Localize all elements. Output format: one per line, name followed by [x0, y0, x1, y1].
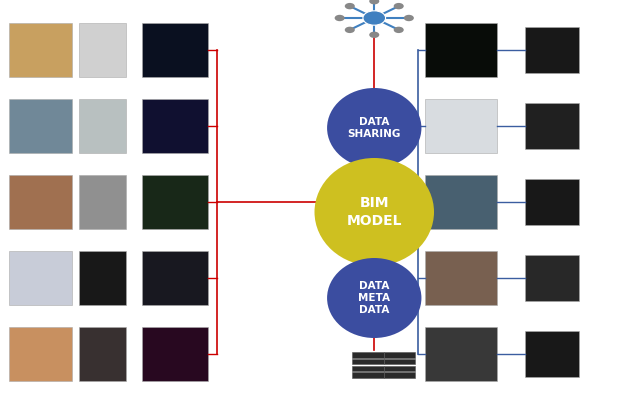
- Bar: [352, 372, 384, 378]
- Bar: [142, 251, 208, 305]
- Bar: [425, 175, 497, 229]
- Bar: [352, 366, 384, 371]
- Circle shape: [369, 32, 379, 38]
- Circle shape: [404, 15, 414, 21]
- Text: DATA
SHARING: DATA SHARING: [348, 117, 401, 139]
- Bar: [384, 359, 415, 364]
- Bar: [9, 23, 72, 77]
- Bar: [525, 255, 579, 301]
- Bar: [352, 352, 384, 358]
- Bar: [79, 175, 126, 229]
- Bar: [142, 99, 208, 153]
- Text: DATA
META
DATA: DATA META DATA: [359, 281, 390, 315]
- Bar: [79, 327, 126, 381]
- Bar: [142, 327, 208, 381]
- Bar: [425, 327, 497, 381]
- Bar: [79, 99, 126, 153]
- Bar: [9, 175, 72, 229]
- Circle shape: [369, 0, 379, 4]
- Circle shape: [394, 3, 404, 9]
- Bar: [425, 251, 497, 305]
- Circle shape: [345, 3, 355, 9]
- Bar: [352, 359, 384, 364]
- Bar: [142, 175, 208, 229]
- Bar: [384, 366, 415, 371]
- Bar: [79, 251, 126, 305]
- Circle shape: [394, 27, 404, 33]
- Bar: [384, 352, 415, 358]
- Bar: [425, 23, 497, 77]
- Bar: [425, 99, 497, 153]
- Ellipse shape: [314, 158, 434, 266]
- Bar: [79, 23, 126, 77]
- Circle shape: [335, 15, 345, 21]
- Circle shape: [363, 11, 386, 25]
- Circle shape: [345, 27, 355, 33]
- Bar: [9, 327, 72, 381]
- Ellipse shape: [327, 88, 421, 168]
- Bar: [525, 331, 579, 377]
- Bar: [384, 372, 415, 378]
- Bar: [142, 23, 208, 77]
- Bar: [525, 103, 579, 149]
- Ellipse shape: [327, 258, 421, 338]
- Bar: [9, 251, 72, 305]
- Bar: [525, 179, 579, 225]
- Bar: [525, 27, 579, 73]
- Bar: [9, 99, 72, 153]
- Text: BIM
MODEL: BIM MODEL: [347, 196, 402, 228]
